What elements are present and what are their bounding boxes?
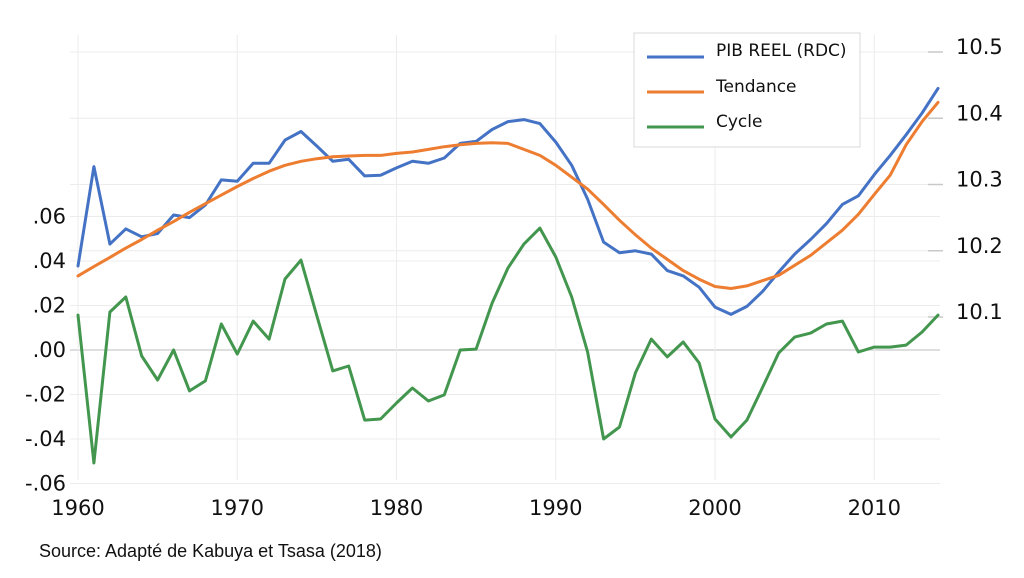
x-tick-label: 2000 — [688, 496, 741, 520]
legend: PIB REEL (RDC) Tendance Cycle — [633, 32, 861, 148]
series-lines — [76, 86, 940, 465]
series-line-tendance — [76, 100, 940, 290]
left-y-axis-ticks: .06 .04 .02 .00 -.02 -.04 -.06 — [25, 205, 66, 496]
x-tick-label: 1960 — [51, 496, 104, 520]
right-y-tick-label: 10.2 — [956, 234, 1003, 258]
left-y-tick-label: .02 — [33, 294, 66, 318]
x-tick-label: 2010 — [848, 496, 901, 520]
right-y-tick-label: 10.4 — [956, 101, 1003, 125]
left-y-tick-label: .00 — [33, 338, 66, 362]
legend-label-cycle: Cycle — [716, 112, 762, 132]
left-y-tick-label: .06 — [33, 205, 66, 229]
x-tick-label: 1980 — [370, 496, 423, 520]
left-y-tick-label: .04 — [33, 249, 66, 273]
left-y-tick-label: -.06 — [25, 472, 66, 496]
source-note: Source: Adapté de Kabuya et Tsasa (2018) — [39, 541, 382, 561]
series-line-pib-reel-rdc — [76, 86, 940, 316]
x-tick-label: 1970 — [211, 496, 264, 520]
right-y-tick-label: 10.5 — [956, 35, 1003, 59]
x-axis-ticks: 1960 1970 1980 1990 2000 2010 — [51, 496, 901, 520]
right-y-axis-ticks: 10.5 10.4 10.3 10.2 10.1 — [956, 35, 1003, 324]
right-y-tick-label: 10.3 — [956, 168, 1003, 192]
left-y-tick-label: -.04 — [25, 427, 66, 451]
legend-label-pib: PIB REEL (RDC) — [716, 41, 847, 61]
series-line-cycle — [76, 226, 940, 465]
left-y-tick-label: -.02 — [25, 383, 66, 407]
x-tick-label: 1990 — [529, 496, 582, 520]
right-y-tick-label: 10.1 — [956, 300, 1003, 324]
legend-label-tendance: Tendance — [715, 77, 797, 97]
